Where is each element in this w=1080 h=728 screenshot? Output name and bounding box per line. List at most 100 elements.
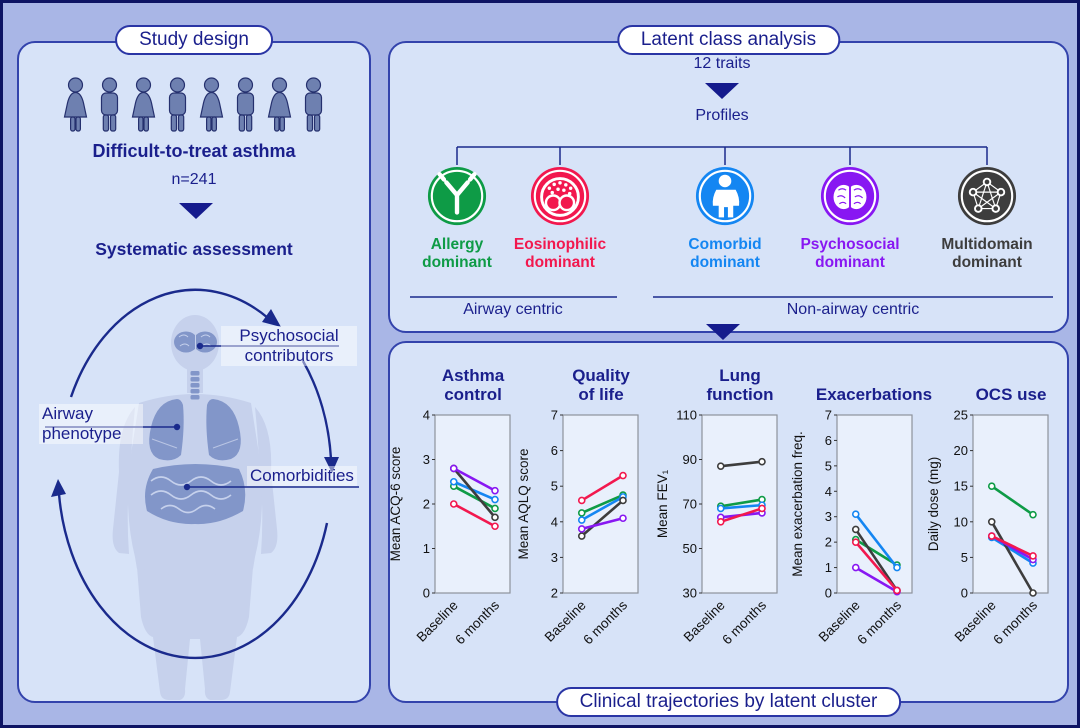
- svg-text:0: 0: [423, 586, 430, 601]
- svg-text:6 months: 6 months: [854, 597, 904, 647]
- svg-text:7: 7: [825, 408, 832, 423]
- svg-text:70: 70: [683, 497, 697, 512]
- non-airway-centric-label: Non-airway centric: [786, 301, 920, 318]
- svg-text:3: 3: [551, 550, 558, 565]
- svg-text:3: 3: [825, 509, 832, 524]
- svg-text:Mean exacerbation freq.: Mean exacerbation freq.: [792, 431, 805, 577]
- body-diagram: [45, 288, 359, 700]
- svg-text:1: 1: [825, 560, 832, 575]
- profiles-label: Profiles: [695, 107, 749, 124]
- svg-text:6: 6: [825, 433, 832, 448]
- svg-text:6: 6: [551, 443, 558, 458]
- svg-text:Mean FEV₁: Mean FEV₁: [657, 469, 670, 538]
- svg-text:4: 4: [423, 408, 430, 423]
- svg-text:Daily dose (mg): Daily dose (mg): [928, 457, 941, 552]
- svg-text:6 months: 6 months: [580, 597, 630, 647]
- intestines-icon: [145, 464, 246, 525]
- population-icons: [19, 77, 369, 135]
- profile-allergy-dominant: Allergy dominant: [392, 165, 522, 271]
- svg-text:0: 0: [825, 586, 832, 601]
- ocs-use-title: OCS use: [975, 385, 1047, 405]
- trajectories-title: Clinical trajectories by latent cluster: [555, 687, 902, 717]
- profile-multidomain-dominant: Multidomain dominant: [922, 165, 1052, 271]
- person-female-icon: [195, 77, 228, 135]
- svg-text:4: 4: [551, 514, 558, 529]
- profile-name: Allergy dominant: [422, 236, 492, 271]
- svg-text:1: 1: [423, 541, 430, 556]
- svg-text:6 months: 6 months: [719, 597, 769, 647]
- person-male-icon: [161, 77, 194, 135]
- svg-text:30: 30: [683, 586, 697, 601]
- brain-icon: [819, 165, 881, 227]
- leader-lines: [45, 345, 359, 488]
- flow-arrow-icon: [706, 324, 740, 340]
- svg-text:6 months: 6 months: [990, 597, 1040, 647]
- person-icon: [694, 165, 756, 227]
- airway-phenotype-label: Airway phenotype: [39, 404, 143, 445]
- profile-name: Comorbid dominant: [688, 236, 762, 271]
- arrow-down-icon: [179, 203, 213, 219]
- svg-text:7: 7: [551, 408, 558, 423]
- sample-size-label: n=241: [171, 171, 217, 188]
- spine-icon: [190, 371, 200, 400]
- assessment-label: Systematic assessment: [95, 239, 293, 259]
- comorbidities-label: Comorbidities: [247, 466, 357, 487]
- population-label: Difficult-to-treat asthma: [92, 141, 296, 161]
- quality-of-life-title: Quality of life: [572, 365, 630, 405]
- svg-text:10: 10: [954, 514, 968, 529]
- svg-text:6 months: 6 months: [452, 597, 502, 647]
- psychosocial-contributors-label: Psychosocial contributors: [221, 326, 357, 367]
- svg-text:90: 90: [683, 452, 697, 467]
- svg-text:2: 2: [423, 497, 430, 512]
- svg-text:3: 3: [423, 452, 430, 467]
- person-male-icon: [93, 77, 126, 135]
- person-female-icon: [127, 77, 160, 135]
- traits-label: 12 traits: [693, 55, 751, 72]
- svg-text:20: 20: [954, 443, 968, 458]
- organs: [145, 331, 246, 525]
- profile-name: Eosinophilic dominant: [513, 236, 607, 271]
- svg-text:4: 4: [825, 484, 832, 499]
- svg-text:50: 50: [683, 541, 697, 556]
- lungs-icon: [149, 399, 241, 461]
- svg-text:2: 2: [825, 535, 832, 550]
- person-female-icon: [263, 77, 296, 135]
- lung-function-title: Lung function: [706, 365, 774, 405]
- asthma-control-title: Asthma control: [441, 365, 505, 405]
- svg-text:2: 2: [551, 586, 558, 601]
- cycle-arrow: [57, 288, 333, 660]
- cycle-arrowheads: [51, 309, 339, 497]
- svg-text:0: 0: [961, 586, 968, 601]
- svg-text:Mean AQLQ score: Mean AQLQ score: [518, 448, 531, 559]
- profile-comorbid-dominant: Comorbid dominant: [660, 165, 790, 271]
- profile-name: Psychosocial dominant: [800, 236, 900, 271]
- trajectories-panel: Asthma control Quality of life Lung func…: [388, 341, 1069, 717]
- airway-centric-label: Airway centric: [463, 301, 563, 318]
- arrow-down-icon: [705, 83, 739, 99]
- svg-text:5: 5: [961, 550, 968, 565]
- profile-eosinophilic-dominant: Eosinophilic dominant: [495, 165, 625, 271]
- person-male-icon: [229, 77, 262, 135]
- exacerbations-title: Exacerbations: [815, 385, 933, 405]
- study-design-title: Study design: [115, 25, 273, 55]
- person-male-icon: [297, 77, 330, 135]
- latent-class-title: Latent class analysis: [616, 25, 841, 55]
- profile-psychosocial-dominant: Psychosocial dominant: [785, 165, 915, 271]
- study-design-panel: Study design Difficult-to-treat asthma n…: [17, 25, 371, 703]
- latent-class-panel: Latent class analysis 12 traits Profiles…: [388, 25, 1069, 333]
- network-icon: [956, 165, 1018, 227]
- svg-text:5: 5: [551, 479, 558, 494]
- antibody-icon: [426, 165, 488, 227]
- bracket-lines: [410, 146, 1053, 298]
- svg-text:25: 25: [954, 408, 968, 423]
- svg-text:5: 5: [825, 458, 832, 473]
- svg-text:15: 15: [954, 479, 968, 494]
- svg-text:Mean ACQ-6 score: Mean ACQ-6 score: [390, 447, 403, 562]
- profile-name: Multidomain dominant: [941, 236, 1033, 271]
